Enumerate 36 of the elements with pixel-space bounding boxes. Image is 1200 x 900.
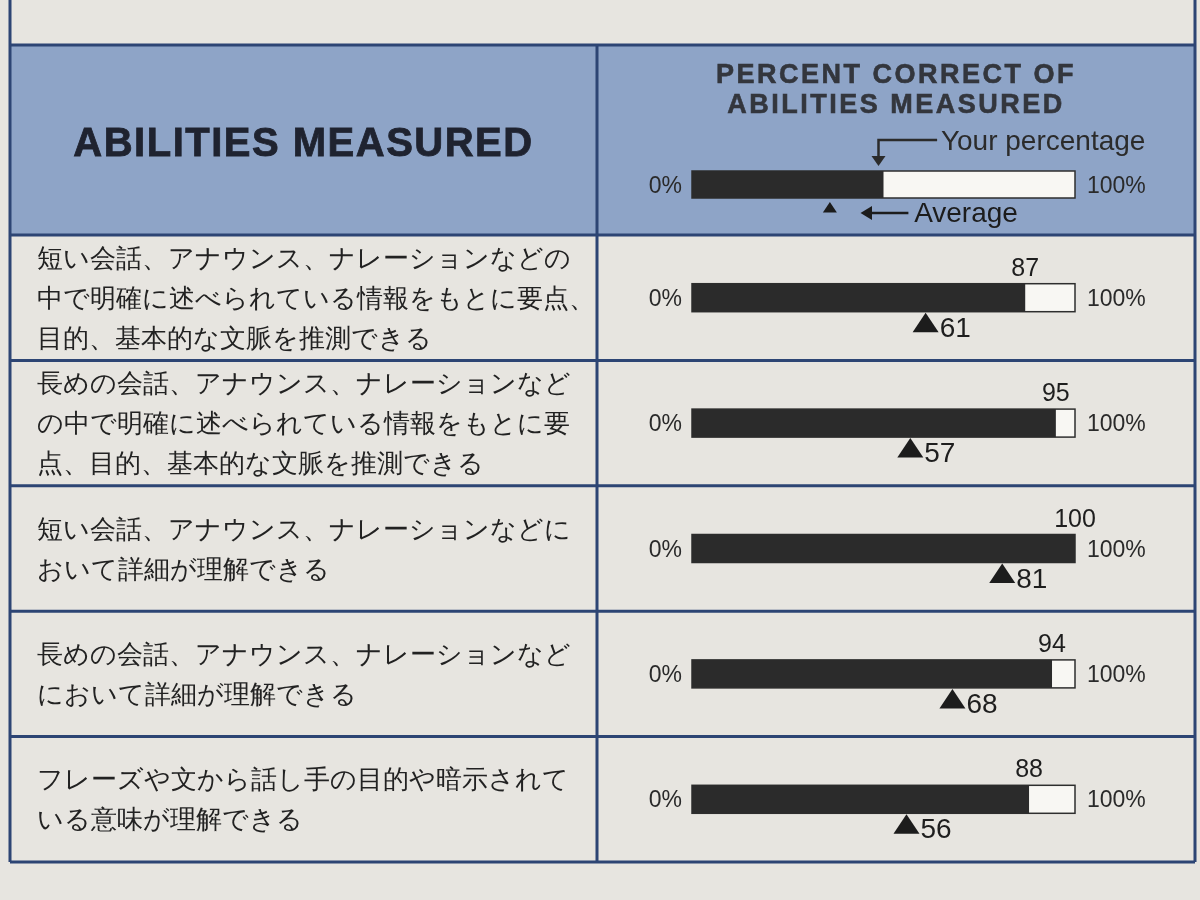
text: 0% xyxy=(648,171,682,198)
y-tick-label: フレーズや文から話し手の目的や暗示されている意味が理解できる xyxy=(37,764,569,835)
point xyxy=(989,563,1016,583)
data-label: 88 xyxy=(1015,754,1043,783)
chart-title: PERCENT CORRECT OF ABILITIES MEASURED xyxy=(715,59,1077,119)
data-label: 94 xyxy=(1038,628,1067,657)
text: 100% xyxy=(1087,171,1146,198)
y-tick-label: 長めの会話、アナウンス、ナレーションなどにおいて詳細が理解できる xyxy=(37,638,571,709)
data-label: 87 xyxy=(1011,252,1040,281)
text: 0% xyxy=(648,284,682,311)
point xyxy=(897,438,924,458)
data-label: 95 xyxy=(1041,378,1070,407)
point xyxy=(912,312,939,333)
data-label: 56 xyxy=(920,813,952,845)
data-label: 68 xyxy=(966,687,998,719)
point xyxy=(939,688,966,709)
data-label: 81 xyxy=(1016,562,1048,594)
y-axis-title: ABILITIES MEASURED xyxy=(73,120,534,164)
point xyxy=(893,814,920,834)
text: 100% xyxy=(1087,410,1146,437)
data-label: 100 xyxy=(1054,503,1096,532)
y-tick-label: 長めの会話、アナウンス、ナレーションなどの中で明確に述べられている情報をもとに要点、目的、基本的な文脈を推測できる xyxy=(37,368,571,479)
text: 0% xyxy=(648,786,682,813)
text: 100% xyxy=(1087,660,1146,687)
text: 0% xyxy=(648,660,682,687)
text: 0% xyxy=(648,410,682,437)
data-label: 61 xyxy=(939,311,971,343)
legend-label: Your percentage xyxy=(940,125,1146,156)
data-label: 57 xyxy=(924,437,956,469)
y-tick-label: 短い会話、アナウンス、ナレーションなどにおいて詳細が理解できる xyxy=(37,513,571,584)
text: 0% xyxy=(648,535,682,562)
text: 100% xyxy=(1087,284,1146,311)
legend-label: Average xyxy=(914,197,1018,228)
text: 100% xyxy=(1087,535,1146,562)
y-tick-label: 短い会話、アナウンス、ナレーションなどの中で明確に述べられている情報をもとに要点、目的、基本的な文脈を推測できる xyxy=(37,242,595,353)
text: 100% xyxy=(1087,786,1146,813)
